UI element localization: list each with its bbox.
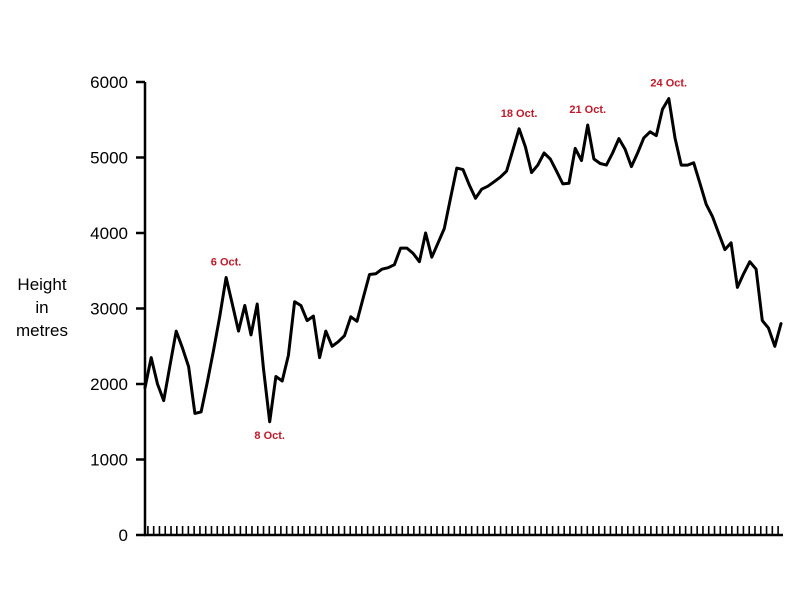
y-tick-label: 4000: [90, 224, 128, 243]
height-series: [143, 97, 783, 424]
annotations: 6 Oct. 8 Oct. 18 Oct. 21 Oct. 24 Oct.: [211, 78, 687, 442]
annotation-label: 21 Oct.: [569, 104, 606, 116]
y-axis-label-line-2: in: [35, 298, 48, 317]
annotation-label: 6 Oct.: [211, 257, 242, 269]
y-tick-label: 2000: [90, 375, 128, 394]
y-tick-label: 6000: [90, 73, 128, 92]
y-axis-label-line-3: metres: [16, 321, 68, 340]
y-ticks: 0 1000 2000 3000 4000 5000 6000: [90, 73, 145, 545]
annotation-label: 18 Oct.: [501, 108, 538, 120]
annotation-label: 8 Oct.: [254, 430, 285, 442]
y-tick-label: 1000: [90, 451, 128, 470]
annotation-label: 24 Oct.: [650, 78, 687, 90]
y-tick-label: 0: [119, 526, 128, 545]
x-minor-ticks: [147, 526, 779, 535]
y-tick-label: 3000: [90, 300, 128, 319]
y-axis-label: Height in metres: [16, 275, 68, 340]
series-line: [143, 97, 783, 424]
y-tick-label: 5000: [90, 149, 128, 168]
y-axis-label-line-1: Height: [17, 275, 66, 294]
